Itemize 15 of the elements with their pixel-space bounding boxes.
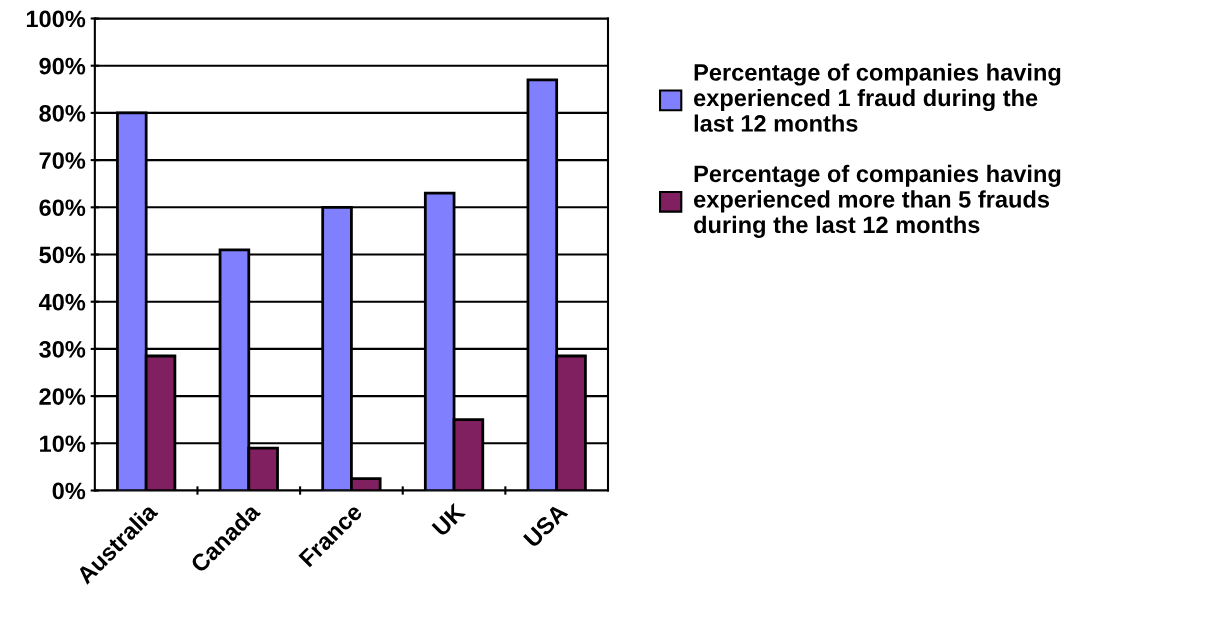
y-tick-label: 40% [38,293,86,311]
y-tick-label: 30% [39,340,86,358]
y-tick-label: 70% [39,152,86,169]
legend-label: Percentage of companies having experienced 1 fraud during the last 12 months [694,63,1061,132]
y-tick-label: 80% [39,104,86,122]
y-tick-label: 10% [40,435,86,453]
x-tick-label: UK [431,502,467,537]
y-tick-label: 100% [26,10,86,28]
y-tick-label: 20% [39,388,86,405]
y-tick-label: 90% [39,57,86,75]
x-tick-label: USA [522,502,569,549]
y-tick-label: 60% [39,199,86,217]
legend-label: Percentage of companies having experienced more than 5 frauds during the last 12 months [694,164,1061,238]
y-tick-label: 0% [52,482,86,500]
y-tick-label: 50% [39,246,86,264]
